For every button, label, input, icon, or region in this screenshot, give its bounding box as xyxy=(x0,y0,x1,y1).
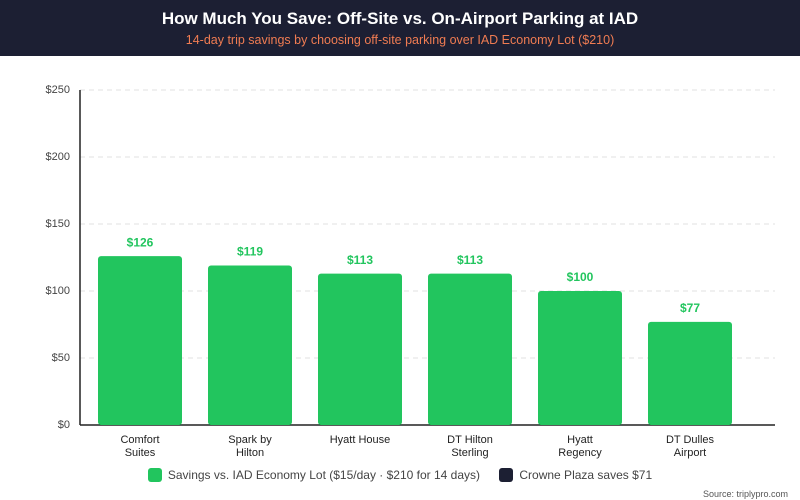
x-tick-label: Spark by Hilton xyxy=(228,434,272,459)
bar xyxy=(98,256,182,425)
legend-swatch xyxy=(499,468,514,482)
data-label: $77 xyxy=(680,301,700,315)
data-label: $113 xyxy=(457,253,483,267)
x-tick-label: DT Dulles Airport xyxy=(665,434,715,459)
chart-title: How Much You Save: Off-Site vs. On-Airpo… xyxy=(161,9,639,28)
bar xyxy=(208,265,292,425)
bar xyxy=(648,321,732,425)
legend: Savings vs. IAD Economy Lot ($15/day · $… xyxy=(0,468,800,482)
x-tick-label: DT Hilton Sterling xyxy=(447,434,493,459)
data-label: $126 xyxy=(127,235,154,249)
y-tick-label: $250 xyxy=(46,84,70,96)
x-tick-label: Hyatt House xyxy=(329,434,391,446)
legend-item: Savings vs. IAD Economy Lot ($15/day · $… xyxy=(147,468,481,482)
data-label: $119 xyxy=(237,245,263,259)
x-tick-label: Hyatt Regency xyxy=(558,434,602,459)
y-tick-label: $200 xyxy=(46,151,70,163)
legend-item: Crowne Plaza saves $71 xyxy=(499,468,652,482)
legend-swatch xyxy=(147,468,162,482)
y-tick-label: $150 xyxy=(46,218,70,230)
source: Source: triplypro.com xyxy=(702,489,788,499)
y-tick-label: $0 xyxy=(58,419,70,431)
legend-label: Crowne Plaza saves $71 xyxy=(519,468,653,482)
legend-label: Savings vs. IAD Economy Lot ($15/day · $… xyxy=(167,468,481,482)
bar xyxy=(538,291,622,425)
y-tick-label: $100 xyxy=(46,285,70,297)
bar xyxy=(428,273,512,425)
data-label: $113 xyxy=(347,253,373,267)
chart-subtitle: 14-day trip savings by choosing off-site… xyxy=(185,33,615,47)
x-tick-label: Comfort Suites xyxy=(120,434,160,459)
header: How Much You Save: Off-Site vs. On-Airpo… xyxy=(0,0,800,56)
data-label: $100 xyxy=(567,270,594,284)
y-tick-label: $50 xyxy=(52,352,70,364)
bar xyxy=(318,273,402,425)
